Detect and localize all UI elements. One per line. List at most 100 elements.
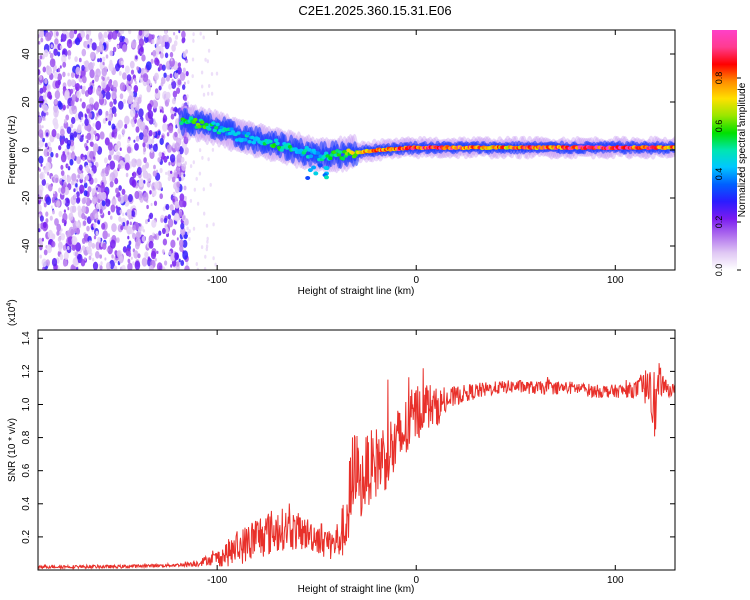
spectrogram-noise-speck [162, 228, 166, 234]
spectrogram-noise-speck [167, 132, 170, 136]
spectrogram-noise-speck [40, 38, 43, 43]
spectrogram-noise-speck [55, 178, 58, 183]
spectrogram-noise-speck [164, 218, 168, 224]
spectrogram-noise-speck [161, 41, 165, 47]
spectrogram-noise-speck [117, 120, 123, 129]
spectrogram-noise-speck [178, 79, 182, 85]
spectrogram-noise-speck [82, 198, 86, 205]
spectrogram-noise-speck [154, 73, 159, 81]
spectrogram-noise-speck [207, 157, 209, 161]
spectrogram-noise-speck [136, 126, 140, 133]
spectrogram-noise-speck [62, 72, 65, 78]
spectrogram-noise-speck [46, 132, 49, 136]
spectrogram-noise-speck [162, 91, 168, 100]
spectrogram-noise-speck [176, 87, 180, 94]
spectrogram-noise-speck [134, 143, 139, 151]
spectrogram-noise-speck [47, 245, 52, 254]
spectrogram-noise-speck [61, 54, 66, 63]
spectrogram-ridge-core [204, 123, 208, 127]
spectrogram-noise-speck [165, 172, 167, 175]
spectrogram-noise-speck [97, 220, 100, 225]
spectrogram-ridge-core [316, 151, 320, 155]
spectrogram-noise-speck [184, 196, 187, 200]
spectrogram-noise-speck [57, 110, 59, 113]
spectrogram-noise-speck [40, 215, 44, 222]
spectrogram-noise-speck [166, 204, 170, 210]
spectrogram-noise-speck [172, 177, 176, 183]
spectrogram-noise-speck [148, 110, 154, 119]
spectrogram-noise-speck [199, 172, 201, 176]
spectrogram-noise-speck [111, 223, 117, 232]
spectrogram-ridge-core [328, 156, 332, 160]
spectrogram-noise-speck [131, 257, 133, 260]
spectrogram-noise-speck [164, 34, 169, 42]
spectrogram-noise-speck [146, 61, 152, 70]
spectrogram-noise-speck [122, 65, 124, 69]
spectrogram-noise-speck [71, 106, 74, 111]
spectrogram-noise-speck [48, 230, 53, 239]
spectrogram-noise-speck [69, 31, 74, 39]
spectrogram-noise-speck [118, 216, 121, 222]
spectrogram-noise-speck [122, 213, 124, 217]
spectrogram-noise-speck [185, 161, 187, 165]
spectrogram-noise-speck [139, 38, 144, 46]
spectrogram-noise-speck [58, 237, 61, 242]
spectrogram-ridge-core [268, 140, 272, 144]
spectrogram-noise-speck [138, 108, 144, 117]
spectrogram-noise-speck [84, 190, 88, 196]
spectrogram-noise-speck [79, 58, 82, 63]
spectrogram-noise-speck [167, 144, 172, 153]
spectrogram-noise-speck [176, 70, 178, 74]
spectrogram-noise-speck [179, 212, 182, 217]
spectrogram-noise-speck [100, 261, 102, 265]
spectrogram-noise-speck [126, 220, 129, 224]
spectrogram-noise-speck [54, 122, 59, 130]
spectrogram-noise-speck [106, 54, 109, 58]
spectrogram-noise-speck [61, 170, 65, 176]
spectrogram-noise-speck [96, 203, 100, 209]
spectrogram-noise-speck [180, 223, 184, 230]
spectrogram-noise-speck [109, 101, 113, 107]
spectrogram-noise-speck [121, 61, 124, 65]
spectrogram-noise-speck [148, 219, 150, 223]
y-tick-label: 1.2 [21, 364, 32, 378]
spectrogram-noise-speck [42, 267, 45, 271]
spectrogram-noise-speck [85, 146, 88, 151]
spectrogram-noise-speck [126, 173, 129, 177]
spectrogram-noise-speck [116, 237, 119, 243]
spectrogram-noise-speck [162, 123, 167, 132]
spectrogram-noise-speck [106, 262, 111, 270]
spectrogram-noise-speck [102, 169, 105, 174]
spectrogram-noise-speck [81, 259, 86, 266]
spectrogram-noise-speck [86, 34, 90, 40]
spectrogram-noise-speck [147, 103, 152, 111]
x-tick-label: -100 [207, 275, 227, 286]
spectrogram-noise-speck [127, 226, 132, 234]
spectrogram-noise-speck [40, 88, 44, 94]
spectrogram-noise-speck [64, 222, 66, 226]
spectrogram-x-label: Height of straight line (km) [298, 286, 415, 297]
spectrogram-noise-speck [76, 91, 81, 99]
spectrogram-noise-speck [200, 32, 202, 36]
spectrogram-noise-speck [131, 70, 134, 75]
spectrogram-noise-speck [104, 32, 108, 39]
spectrogram-noise-speck [204, 58, 206, 62]
spectrogram-ridge-core [274, 139, 278, 143]
spectrogram-noise-speck [150, 83, 152, 86]
spectrogram-noise-speck [140, 223, 142, 226]
spectrogram-noise-speck [83, 86, 86, 90]
spectrogram-noise-speck [115, 188, 119, 194]
spectrogram-tail-spot [324, 175, 329, 179]
spectrogram-noise-speck [52, 258, 57, 267]
spectrogram-noise-speck [153, 144, 158, 152]
spectrogram-noise-speck [131, 40, 136, 49]
snr-panel: -100 0 100 0.20.40.60.81.01.21.4 Height of… [6, 299, 675, 595]
spectrogram-noise-speck [130, 222, 132, 226]
spectrogram-tail-spot [305, 176, 310, 180]
spectrogram-noise-speck [186, 94, 188, 98]
spectrogram-noise-speck [97, 58, 99, 62]
spectrogram-noise-speck [44, 79, 47, 84]
spectrogram-noise-speck [43, 104, 48, 113]
spectrogram-noise-speck [74, 56, 78, 62]
spectrogram-noise-speck [68, 213, 73, 221]
